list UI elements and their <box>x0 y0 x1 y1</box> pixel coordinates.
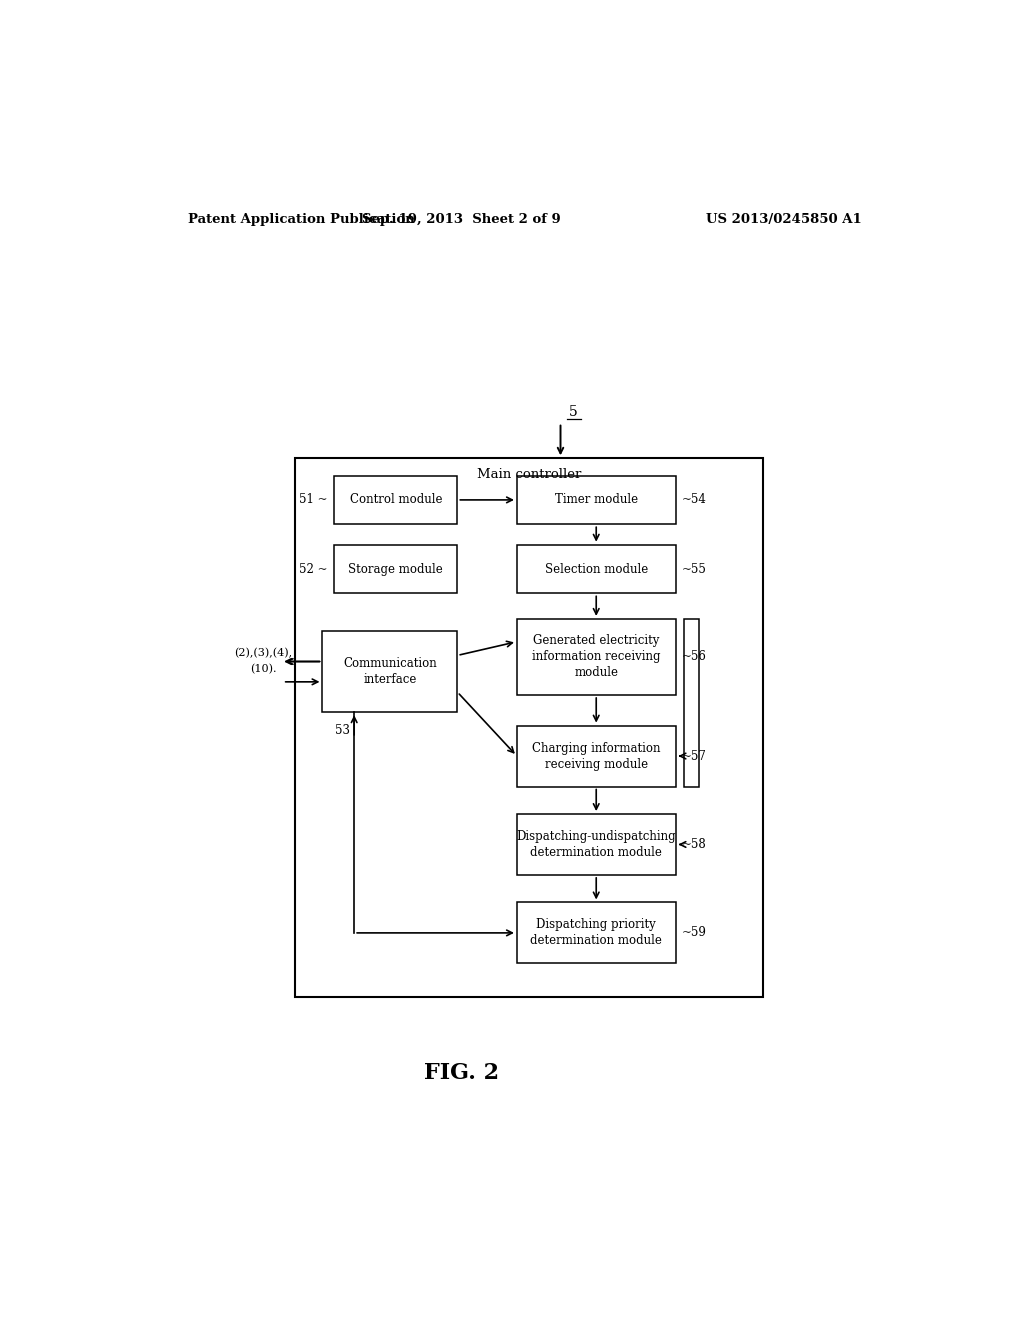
Text: Sep. 19, 2013  Sheet 2 of 9: Sep. 19, 2013 Sheet 2 of 9 <box>361 213 561 226</box>
Bar <box>517 726 676 787</box>
Text: ~54: ~54 <box>682 494 707 507</box>
Text: 5: 5 <box>568 405 578 418</box>
Text: (2),(3),(4),: (2),(3),(4), <box>233 648 292 659</box>
Bar <box>323 631 458 713</box>
Text: Selection module: Selection module <box>545 562 648 576</box>
Bar <box>295 458 763 997</box>
Bar <box>334 475 458 524</box>
Bar <box>517 545 676 594</box>
Bar <box>684 619 699 787</box>
Text: Dispatching-undispatching
determination module: Dispatching-undispatching determination … <box>516 830 676 859</box>
Text: Main controller: Main controller <box>476 469 581 480</box>
Text: 52 ~: 52 ~ <box>299 562 328 576</box>
Text: Timer module: Timer module <box>555 494 638 507</box>
Bar <box>517 814 676 875</box>
Text: Control module: Control module <box>349 494 442 507</box>
Text: Communication
interface: Communication interface <box>343 657 437 686</box>
Text: 53: 53 <box>335 725 350 737</box>
Text: ~58: ~58 <box>682 838 707 851</box>
Text: Dispatching priority
determination module: Dispatching priority determination modul… <box>530 919 663 948</box>
Text: ~55: ~55 <box>682 562 707 576</box>
Bar <box>517 619 676 696</box>
Text: (10).: (10). <box>250 664 276 673</box>
Text: ~56: ~56 <box>682 651 707 664</box>
Text: 51 ~: 51 ~ <box>299 494 328 507</box>
Bar <box>517 475 676 524</box>
Text: Patent Application Publication: Patent Application Publication <box>187 213 415 226</box>
Text: Storage module: Storage module <box>348 562 443 576</box>
Text: US 2013/0245850 A1: US 2013/0245850 A1 <box>707 213 862 226</box>
Text: Charging information
receiving module: Charging information receiving module <box>532 742 660 771</box>
Text: Generated electricity
information receiving
module: Generated electricity information receiv… <box>532 635 660 680</box>
Text: ~57: ~57 <box>682 750 707 763</box>
Text: ~59: ~59 <box>682 927 707 940</box>
Bar <box>517 903 676 964</box>
Bar <box>334 545 458 594</box>
Text: FIG. 2: FIG. 2 <box>424 1063 499 1084</box>
